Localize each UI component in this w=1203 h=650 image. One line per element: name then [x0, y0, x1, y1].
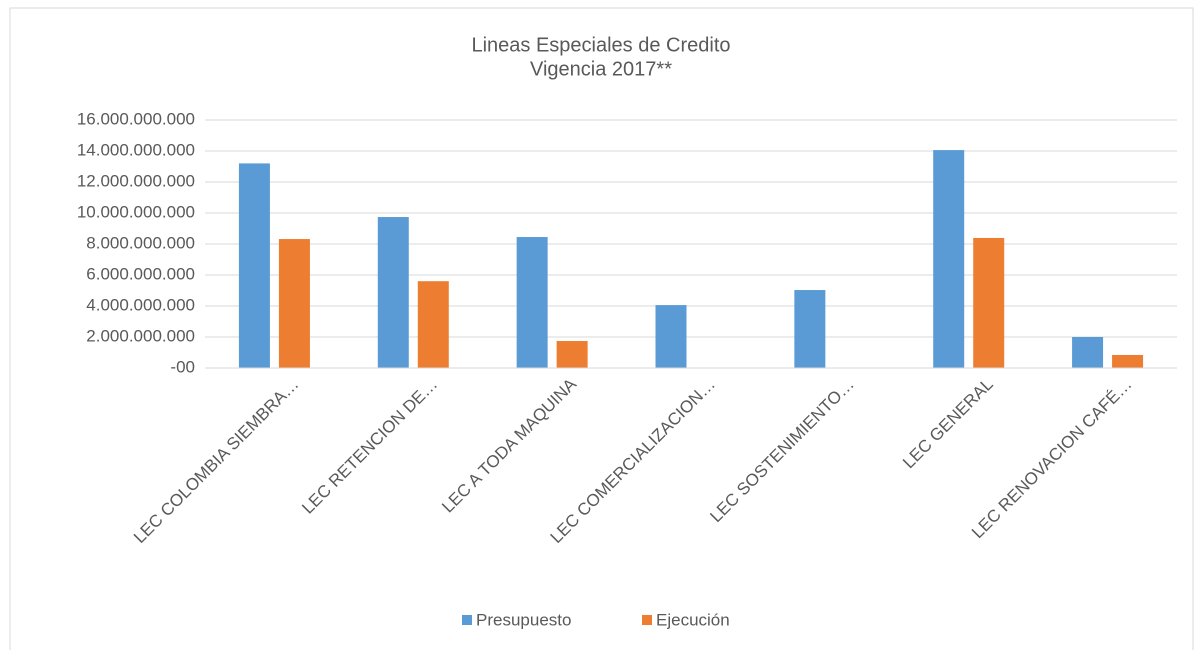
- legend-label: Ejecución: [656, 610, 730, 629]
- y-tick-label: 16.000.000.000: [77, 109, 195, 128]
- bar: [377, 217, 409, 368]
- bar: [794, 290, 826, 368]
- legend-label: Presupuesto: [476, 610, 571, 629]
- bar: [1072, 337, 1104, 368]
- y-tick-label: 8.000.000.000: [86, 233, 195, 252]
- bar: [238, 163, 270, 368]
- legend-swatch: [462, 615, 472, 625]
- bar: [655, 305, 687, 368]
- y-tick-label: 10.000.000.000: [77, 202, 195, 221]
- bar: [516, 237, 548, 368]
- bar: [556, 341, 588, 368]
- bar: [278, 239, 310, 368]
- bar: [973, 237, 1005, 368]
- bar: [417, 281, 449, 368]
- bar: [1112, 354, 1144, 368]
- chart-subtitle: Vigencia 2017**: [530, 58, 672, 80]
- chart-title: Lineas Especiales de Credito: [471, 34, 730, 56]
- y-tick-label: 12.000.000.000: [77, 171, 195, 190]
- y-tick-label: 14.000.000.000: [77, 140, 195, 159]
- y-tick-label: 2.000.000.000: [86, 326, 195, 345]
- bar: [933, 150, 965, 368]
- y-tick-label: 6.000.000.000: [86, 264, 195, 283]
- y-tick-label: -00: [170, 357, 195, 376]
- legend-swatch: [642, 615, 652, 625]
- y-tick-label: 4.000.000.000: [86, 295, 195, 314]
